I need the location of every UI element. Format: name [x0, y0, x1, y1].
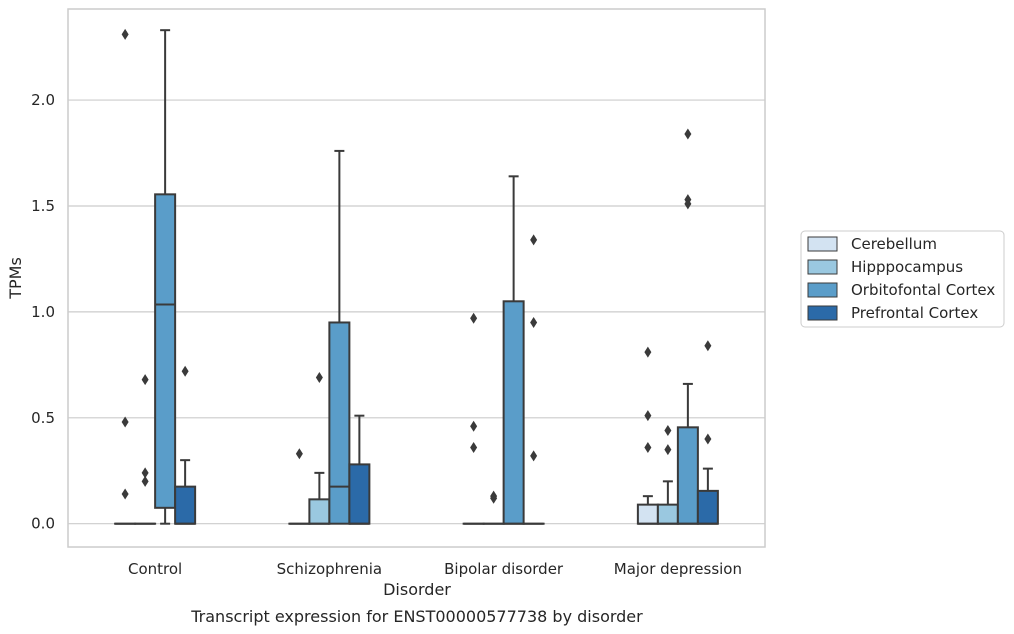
x-tick-label: Control — [128, 560, 182, 578]
box — [656, 503, 679, 525]
legend-label: Cerebellum — [851, 235, 937, 253]
outlier-point — [644, 441, 652, 453]
outlier-point — [664, 444, 672, 456]
box-group — [348, 414, 371, 525]
outlier-point — [121, 488, 129, 500]
outlier-point — [530, 234, 538, 246]
box-group — [656, 425, 679, 525]
y-tick-label: 2.0 — [31, 91, 55, 109]
box — [502, 300, 525, 525]
box-group — [114, 28, 137, 525]
box — [696, 489, 719, 525]
y-tick-labels: 0.0 0.5 1.0 1.5 2.0 — [31, 91, 55, 533]
outlier-point — [644, 346, 652, 358]
y-tick-label: 1.0 — [31, 303, 55, 321]
box — [174, 485, 197, 525]
boxes — [114, 28, 719, 525]
x-tick-label: Bipolar disorder — [444, 560, 564, 578]
legend: Cerebellum Hipppocampus Orbitofontal Corte… — [800, 230, 1005, 328]
box-group — [696, 340, 719, 525]
outlier-point — [141, 467, 149, 479]
outlier-point — [470, 312, 478, 324]
outlier-point — [530, 316, 538, 328]
x-tick-label: Major depression — [614, 560, 742, 578]
box-group — [676, 128, 699, 525]
legend-swatch — [807, 259, 838, 275]
y-tick-label: 0.0 — [31, 515, 55, 533]
box — [308, 498, 331, 525]
x-axis-label: Disorder — [383, 580, 451, 599]
outlier-point — [644, 410, 652, 422]
outlier-point — [530, 450, 538, 462]
box-group — [482, 490, 505, 525]
box-group — [502, 175, 525, 525]
legend-swatch — [807, 305, 838, 321]
box — [676, 426, 699, 525]
outlier-point — [684, 198, 692, 210]
outlier-point — [121, 28, 129, 40]
box — [636, 503, 659, 525]
x-tick-label: Schizophrenia — [277, 560, 382, 578]
legend-label: Hipppocampus — [851, 258, 963, 276]
outlier-point — [684, 128, 692, 140]
box-group — [154, 29, 177, 525]
box-group — [636, 346, 659, 525]
legend-swatch — [807, 236, 838, 252]
outlier-point — [490, 492, 498, 504]
outlier-point — [704, 433, 712, 445]
y-tick-label: 0.5 — [31, 409, 55, 427]
outlier-point — [470, 441, 478, 453]
outlier-point — [664, 425, 672, 437]
box — [328, 321, 351, 525]
box — [348, 463, 371, 525]
outlier-point — [141, 475, 149, 487]
box-group — [174, 365, 197, 525]
x-tick-labels: Control Schizophrenia Bipolar disorder Majo… — [128, 560, 742, 578]
legend-items: Cerebellum Hipppocampus Orbitofontal Corte… — [807, 235, 995, 322]
box-group — [522, 234, 545, 525]
outlier-point — [295, 448, 303, 460]
legend-label: Orbitofontal Cortex — [851, 281, 995, 299]
outlier-point — [141, 374, 149, 386]
legend-label: Prefrontal Cortex — [851, 304, 978, 322]
y-axis-label: TPMs — [6, 257, 25, 300]
y-tick-label: 1.5 — [31, 197, 55, 215]
outlier-point — [315, 372, 323, 384]
outlier-point — [121, 416, 129, 428]
legend-swatch — [807, 282, 838, 298]
box-group — [328, 149, 351, 525]
legend-box — [800, 230, 1005, 328]
outlier-point — [704, 340, 712, 352]
chart-caption: Transcript expression for ENST0000057773… — [190, 607, 643, 626]
plot-frame — [67, 8, 766, 548]
outlier-point — [181, 365, 189, 377]
outlier-point — [470, 420, 478, 432]
box — [154, 193, 177, 509]
box-group — [134, 374, 157, 525]
